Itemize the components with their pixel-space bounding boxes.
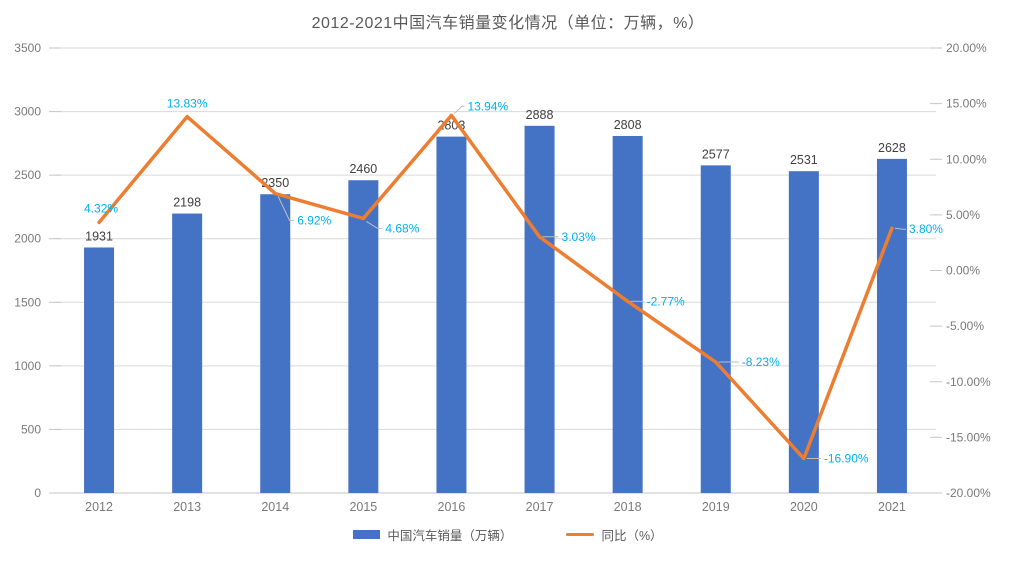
bar-2021 xyxy=(876,158,907,493)
right-axis-label: 10.00% xyxy=(946,152,987,166)
bar-2012 xyxy=(84,247,115,493)
left-axis-label: 500 xyxy=(21,422,41,436)
bar-value-label: 2628 xyxy=(878,141,906,155)
x-axis-label-2016: 2016 xyxy=(438,500,466,514)
x-axis-label-2020: 2020 xyxy=(790,500,818,514)
yoy-value-label: 3.03% xyxy=(562,230,596,244)
left-axis-label: 1000 xyxy=(14,359,41,373)
left-axis-label: 1500 xyxy=(14,295,41,309)
yoy-value-label: 6.92% xyxy=(297,214,331,228)
left-axis-label: 3000 xyxy=(14,105,41,119)
x-axis-label-2017: 2017 xyxy=(526,500,554,514)
legend-label-yoy: 同比（%） xyxy=(601,529,663,543)
chart-title: 2012-2021中国汽车销量变化情况（单位：万辆，%） xyxy=(311,15,705,32)
bar-2017 xyxy=(524,125,555,493)
yoy-value-label: 4.32% xyxy=(84,201,118,215)
x-axis-label-2015: 2015 xyxy=(349,500,377,514)
yoy-value-label: -2.77% xyxy=(647,294,685,308)
left-axis-label: 2000 xyxy=(14,232,41,246)
yoy-value-label: 13.83% xyxy=(167,97,208,111)
yoy-value-label: -8.23% xyxy=(742,355,780,369)
label-leader-line xyxy=(894,227,906,230)
bar-2015 xyxy=(348,180,379,493)
bar-value-label: 1931 xyxy=(85,229,113,243)
yoy-value-label: 13.94% xyxy=(467,99,508,113)
bar-value-label: 2577 xyxy=(702,147,730,161)
bar-value-label: 2888 xyxy=(526,108,554,122)
right-axis-label: 15.00% xyxy=(946,97,987,111)
x-axis-label-2018: 2018 xyxy=(614,500,642,514)
bar-2020 xyxy=(788,171,819,494)
bar-value-label: 2460 xyxy=(349,162,377,176)
x-axis-label-2012: 2012 xyxy=(85,500,113,514)
yoy-value-label: -16.90% xyxy=(824,452,869,466)
left-axis-label: 3500 xyxy=(14,41,41,55)
bar-2013 xyxy=(172,213,203,494)
yoy-value-label: 4.68% xyxy=(385,221,419,235)
bar-value-label: 2531 xyxy=(790,153,818,167)
left-axis-label: 0 xyxy=(34,486,41,500)
right-axis-label: -10.00% xyxy=(946,375,991,389)
bar-value-label: 2198 xyxy=(173,196,201,210)
bar-2019 xyxy=(700,165,731,494)
bar-2014 xyxy=(260,194,291,493)
legend-line-swatch-icon xyxy=(566,532,595,537)
yoy-value-label: 3.80% xyxy=(909,222,943,236)
right-axis-label: -15.00% xyxy=(946,430,991,444)
x-axis-label-2014: 2014 xyxy=(261,500,289,514)
bar-value-label: 2808 xyxy=(614,118,642,132)
legend-label-sales: 中国汽车销量（万辆） xyxy=(387,529,513,543)
right-axis-label: 5.00% xyxy=(946,208,980,222)
right-axis-label: -5.00% xyxy=(946,319,984,333)
yoy-line xyxy=(97,113,894,461)
legend-item-sales[interactable]: 中国汽车销量（万辆） xyxy=(353,525,512,544)
right-axis-label: 20.00% xyxy=(946,41,987,55)
legend-bar-swatch-icon xyxy=(353,530,381,539)
right-axis-label: 0.00% xyxy=(946,264,980,278)
legend: 中国汽车销量（万辆） 同比（%） xyxy=(0,525,1016,544)
x-axis-label-2021: 2021 xyxy=(878,500,906,514)
left-axis-label: 2500 xyxy=(14,168,41,182)
label-leader-line xyxy=(366,221,383,229)
bar-2016 xyxy=(436,136,467,493)
x-axis-label-2019: 2019 xyxy=(702,500,730,514)
x-axis-label-2013: 2013 xyxy=(173,500,201,514)
legend-item-yoy[interactable]: 同比（%） xyxy=(566,525,663,544)
bar-2018 xyxy=(612,135,643,494)
label-leader-line xyxy=(277,196,295,222)
right-axis-label: -20.00% xyxy=(946,486,991,500)
label-leader-line xyxy=(454,105,465,114)
